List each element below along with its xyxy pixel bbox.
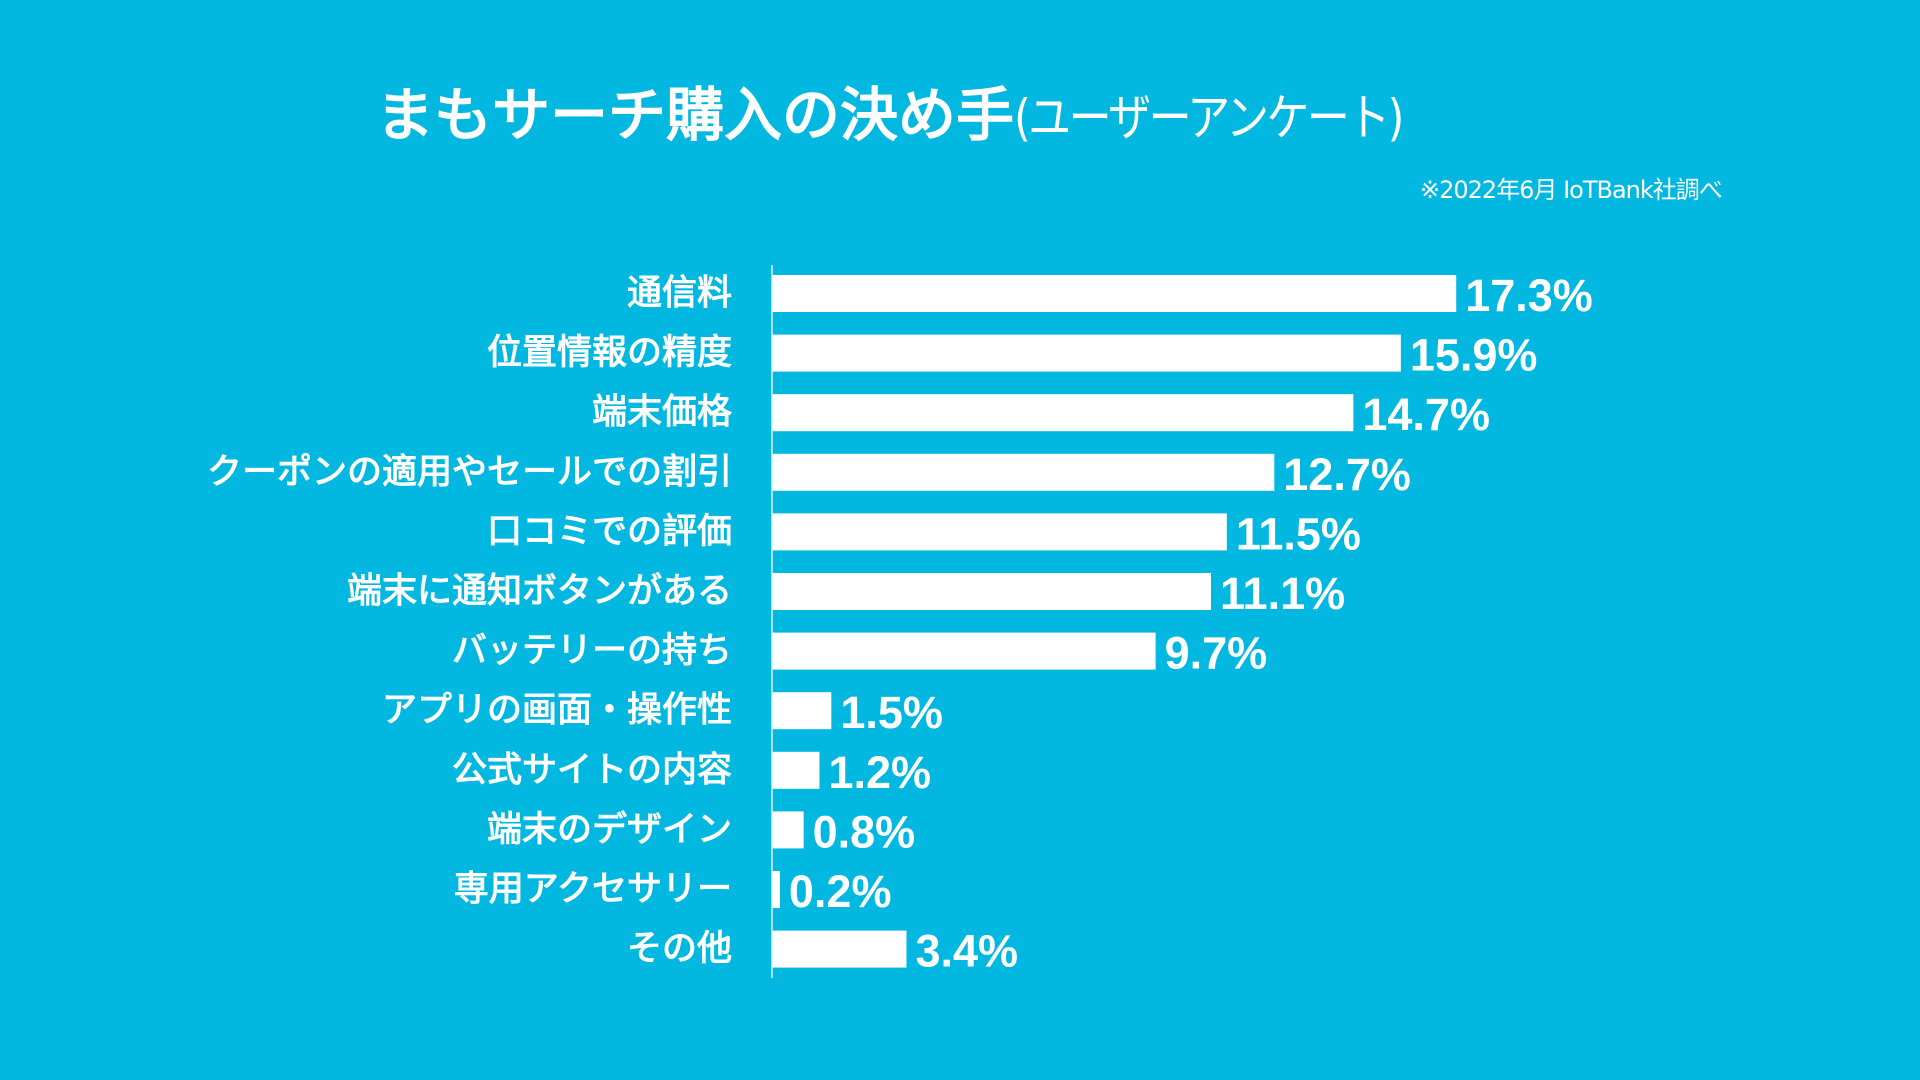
category-label: その他 [627,929,732,969]
value-label: 11.1% [1220,568,1345,619]
category-label: バッテリーの持ち [452,631,732,671]
bar [772,334,1401,372]
bar [772,394,1354,432]
bar [772,811,804,849]
value-label: 3.4% [915,926,1018,977]
bar [772,751,820,789]
value-label: 9.7% [1165,628,1268,679]
bar [772,930,907,968]
value-label: 0.8% [813,806,916,857]
category-label: アプリの画面・操作性 [382,691,732,731]
value-label: 17.3% [1465,270,1593,321]
value-label: 12.7% [1283,449,1411,500]
category-label: 公式サイトの内容 [452,750,732,790]
chart-source-note: ※2022年6月 IoTBank社調べ [1420,176,1723,204]
bar [772,573,1212,610]
category-label: 端末のデザイン [487,809,732,850]
value-label: 14.7% [1362,389,1490,440]
bars-group [772,275,1457,968]
value-label: 11.5% [1236,508,1361,559]
category-labels-group: 通信料位置情報の精度端末価格クーポンの適用やセールでの割引口コミでの評価端末に通… [207,274,733,970]
bar [772,453,1275,491]
category-label: クーポンの適用やセールでの割引 [207,451,732,492]
value-label: 1.2% [828,747,931,798]
chart-title-suffix: (ユーザーアンケート) [1014,89,1404,147]
bar [772,513,1227,551]
value-label: 0.2% [789,866,892,917]
value-labels-group: 17.3% 15.9% 14.7% 12.7% 11.5% 11.1% 9.7% 1.5% 1.… [789,270,1593,977]
bar [772,692,832,730]
bar [772,632,1156,670]
category-label: 位置情報の精度 [487,333,732,373]
category-label: 端末に通知ボタンがある [347,572,732,612]
value-label: 15.9% [1410,330,1538,381]
value-label: 1.5% [840,687,943,738]
category-label: 口コミでの評価 [487,512,732,552]
bar [772,275,1457,312]
chart-title: まもサーチ購入の決め手(ユーザーアンケート) [376,86,1465,144]
bar [772,871,780,908]
category-label: 通信料 [627,274,732,314]
chart-title-main: まもサーチ購入の決め手 [376,81,1015,149]
category-label: 専用アクセサリー [454,870,732,910]
category-label: 端末価格 [592,393,733,433]
